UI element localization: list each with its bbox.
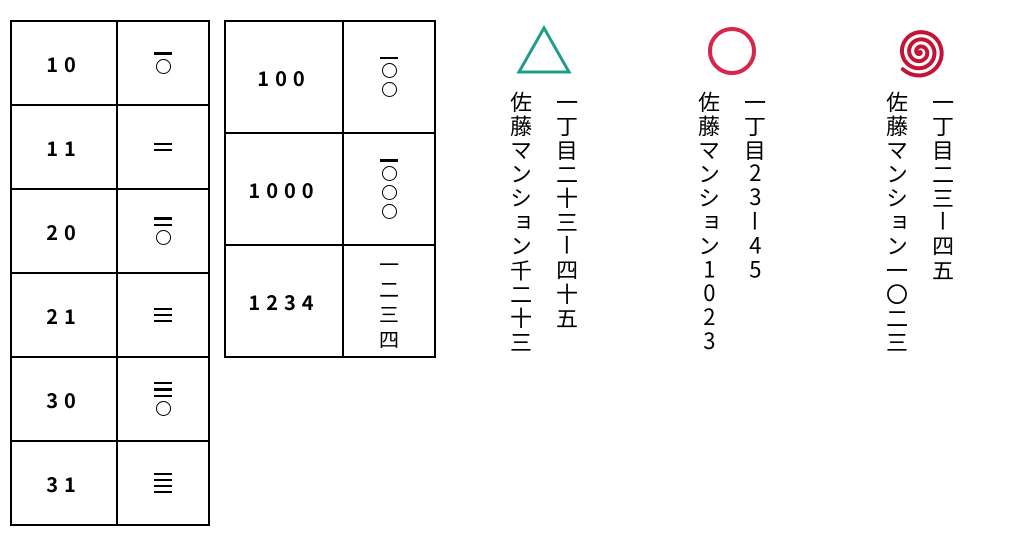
example-spiral: 一丁目二三ー四五 佐藤マンション一〇二三 (881, 24, 959, 354)
spiral-icon (891, 24, 949, 84)
kanji-glyph-cell: 一二三四 (343, 245, 435, 357)
example-triangle-line2: 佐藤マンション千二十三 (505, 90, 537, 354)
arabic-number-cell: 1234 (225, 245, 343, 357)
kanji-glyph-cell (343, 21, 435, 133)
arabic-number-cell: 31 (11, 441, 117, 525)
arabic-number-cell: 11 (11, 105, 117, 189)
kanji-number-table-small: 101120213031 (10, 20, 210, 526)
kanji-glyph-cell (343, 133, 435, 245)
kanji-number-table-large: 10010001234一二三四 (224, 20, 436, 358)
kanji-glyph-cell (117, 273, 209, 357)
table2-body: 10010001234一二三四 (225, 21, 435, 357)
example-spiral-line1: 一丁目二三ー四五 (927, 90, 959, 282)
arabic-number-cell: 100 (225, 21, 343, 133)
arabic-number-cell: 10 (11, 21, 117, 105)
table1-body: 101120213031 (11, 21, 209, 525)
kanji-glyph-cell (117, 105, 209, 189)
kanji-glyph-cell (117, 21, 209, 105)
address-examples: 一丁目二十三ー四十五 佐藤マンション千二十三 一丁目23ー45 佐藤マンション1… (450, 20, 1014, 354)
circle-icon (704, 24, 760, 84)
kanji-glyph-cell (117, 357, 209, 441)
example-triangle-line1: 一丁目二十三ー四十五 (551, 90, 583, 330)
arabic-number-cell: 21 (11, 273, 117, 357)
arabic-number-cell: 30 (11, 357, 117, 441)
kanji-glyph-cell (117, 441, 209, 525)
arabic-number-cell: 20 (11, 189, 117, 273)
kanji-glyph-cell (117, 189, 209, 273)
triangle-icon (516, 24, 572, 84)
example-circle: 一丁目23ー45 佐藤マンション1023 (693, 24, 771, 354)
example-circle-line1: 一丁目23ー45 (739, 90, 771, 282)
example-triangle: 一丁目二十三ー四十五 佐藤マンション千二十三 (505, 24, 583, 354)
example-spiral-line2: 佐藤マンション一〇二三 (881, 90, 913, 354)
arabic-number-cell: 1000 (225, 133, 343, 245)
example-circle-line2: 佐藤マンション1023 (693, 90, 725, 354)
